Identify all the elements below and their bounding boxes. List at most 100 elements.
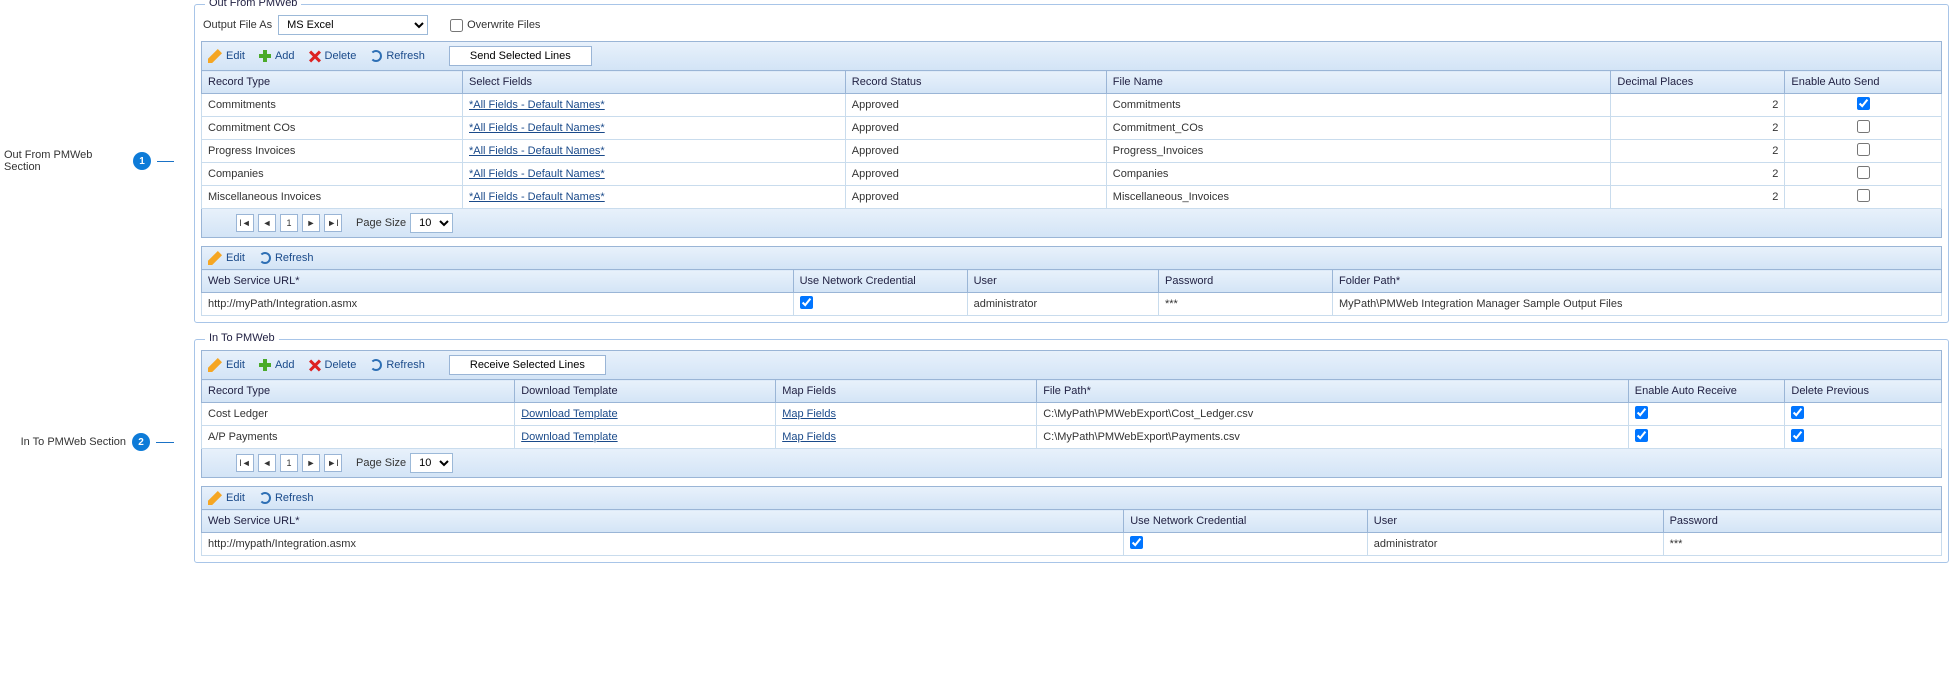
- column-header[interactable]: Download Template: [515, 380, 776, 403]
- out-legend: Out From PMWeb: [205, 0, 301, 9]
- delete-previous-cell: [1785, 426, 1942, 449]
- record-type-cell: Commitment COs: [202, 117, 463, 140]
- auto-send-checkbox[interactable]: [1857, 120, 1870, 133]
- svc-pwd-cell: ***: [1663, 533, 1941, 556]
- delete-button[interactable]: Delete: [309, 50, 357, 62]
- file-name-cell: Companies: [1106, 163, 1611, 186]
- table-row[interactable]: Miscellaneous Invoices*All Fields - Defa…: [202, 186, 1942, 209]
- column-header[interactable]: Password: [1158, 270, 1332, 293]
- refresh-button[interactable]: Refresh: [259, 492, 314, 504]
- table-row[interactable]: Companies*All Fields - Default Names*App…: [202, 163, 1942, 186]
- table-row[interactable]: Commitments *All Fields - Default Names* A…: [202, 94, 1942, 117]
- table-row[interactable]: Cost LedgerDownload TemplateMap FieldsC:…: [202, 403, 1942, 426]
- auto-send-checkbox[interactable]: [1857, 97, 1870, 110]
- record-type-cell: Commitments: [202, 94, 463, 117]
- column-header[interactable]: Record Type: [202, 71, 463, 94]
- auto-send-checkbox[interactable]: [1857, 143, 1870, 156]
- use-network-checkbox[interactable]: [1130, 536, 1143, 549]
- receive-selected-lines-button[interactable]: Receive Selected Lines: [449, 355, 606, 375]
- refresh-button[interactable]: Refresh: [370, 359, 425, 371]
- refresh-button[interactable]: Refresh: [259, 252, 314, 264]
- delete-previous-checkbox[interactable]: [1791, 429, 1804, 442]
- pager-next[interactable]: ►: [302, 454, 320, 472]
- auto-receive-cell: [1628, 426, 1785, 449]
- delete-button[interactable]: Delete: [309, 359, 357, 371]
- column-header[interactable]: File Path*: [1037, 380, 1629, 403]
- svc-user-cell: administrator: [1367, 533, 1663, 556]
- delete-previous-checkbox[interactable]: [1791, 406, 1804, 419]
- in-grid: Record TypeDownload TemplateMap FieldsFi…: [201, 379, 1942, 449]
- send-selected-lines-button[interactable]: Send Selected Lines: [449, 46, 592, 66]
- table-row[interactable]: Commitment COs *All Fields - Default Name…: [202, 117, 1942, 140]
- column-header[interactable]: Enable Auto Receive: [1628, 380, 1785, 403]
- table-row[interactable]: Progress Invoices*All Fields - Default N…: [202, 140, 1942, 163]
- edit-button[interactable]: Edit: [208, 358, 245, 372]
- callout-out: Out From PMWeb Section 1: [4, 149, 174, 173]
- pager-last[interactable]: ►I: [324, 214, 342, 232]
- page-size-select[interactable]: 10: [410, 453, 453, 473]
- pager-page[interactable]: 1: [280, 454, 298, 472]
- column-header[interactable]: Record Type: [202, 380, 515, 403]
- auto-send-checkbox[interactable]: [1857, 189, 1870, 202]
- edit-button[interactable]: Edit: [208, 251, 245, 265]
- output-file-as-select[interactable]: MS Excel: [278, 15, 428, 35]
- refresh-icon: [370, 50, 382, 62]
- column-header[interactable]: Delete Previous: [1785, 380, 1942, 403]
- svc-url-cell: http://myPath/Integration.asmx: [202, 293, 794, 316]
- svc-folder-cell: MyPath\PMWeb Integration Manager Sample …: [1332, 293, 1941, 316]
- edit-button[interactable]: Edit: [208, 491, 245, 505]
- select-fields-link[interactable]: *All Fields - Default Names*: [469, 122, 605, 134]
- pager-prev[interactable]: ◄: [258, 454, 276, 472]
- column-header[interactable]: File Name: [1106, 71, 1611, 94]
- download-template-link[interactable]: Download Template: [521, 408, 617, 420]
- select-fields-link[interactable]: *All Fields - Default Names*: [469, 191, 605, 203]
- download-template-link[interactable]: Download Template: [521, 431, 617, 443]
- use-network-checkbox[interactable]: [800, 296, 813, 309]
- page-size-select[interactable]: 10: [410, 213, 453, 233]
- record-status-cell: Approved: [845, 186, 1106, 209]
- map-fields-link[interactable]: Map Fields: [782, 408, 836, 420]
- select-fields-cell: *All Fields - Default Names*: [463, 94, 846, 117]
- select-fields-link[interactable]: *All Fields - Default Names*: [469, 168, 605, 180]
- column-header[interactable]: Password: [1663, 510, 1941, 533]
- pager-last[interactable]: ►I: [324, 454, 342, 472]
- pager-first[interactable]: I◄: [236, 454, 254, 472]
- column-header[interactable]: Use Network Credential: [1124, 510, 1368, 533]
- column-header[interactable]: Select Fields: [463, 71, 846, 94]
- map-fields-cell: Map Fields: [776, 403, 1037, 426]
- auto-send-checkbox[interactable]: [1857, 166, 1870, 179]
- select-fields-link[interactable]: *All Fields - Default Names*: [469, 99, 605, 111]
- download-template-cell: Download Template: [515, 426, 776, 449]
- auto-receive-checkbox[interactable]: [1635, 406, 1648, 419]
- edit-icon: [208, 49, 222, 63]
- column-header[interactable]: Enable Auto Send: [1785, 71, 1942, 94]
- add-button[interactable]: Add: [259, 50, 295, 62]
- record-status-cell: Approved: [845, 94, 1106, 117]
- column-header[interactable]: User: [967, 270, 1158, 293]
- edit-button[interactable]: Edit: [208, 49, 245, 63]
- select-fields-link[interactable]: *All Fields - Default Names*: [469, 145, 605, 157]
- add-button[interactable]: Add: [259, 359, 295, 371]
- map-fields-cell: Map Fields: [776, 426, 1037, 449]
- column-header[interactable]: Web Service URL*: [202, 270, 794, 293]
- auto-receive-checkbox[interactable]: [1635, 429, 1648, 442]
- refresh-button[interactable]: Refresh: [370, 50, 425, 62]
- pager-page[interactable]: 1: [280, 214, 298, 232]
- pager-prev[interactable]: ◄: [258, 214, 276, 232]
- pager-next[interactable]: ►: [302, 214, 320, 232]
- column-header[interactable]: Folder Path*: [1332, 270, 1941, 293]
- overwrite-files-checkbox[interactable]: [450, 19, 463, 32]
- select-fields-cell: *All Fields - Default Names*: [463, 117, 846, 140]
- record-type-cell: Companies: [202, 163, 463, 186]
- column-header[interactable]: Record Status: [845, 71, 1106, 94]
- column-header[interactable]: User: [1367, 510, 1663, 533]
- column-header[interactable]: Web Service URL*: [202, 510, 1124, 533]
- decimal-places-cell: 2: [1611, 140, 1785, 163]
- pager-first[interactable]: I◄: [236, 214, 254, 232]
- auto-send-cell: [1785, 94, 1942, 117]
- map-fields-link[interactable]: Map Fields: [782, 431, 836, 443]
- table-row[interactable]: A/P PaymentsDownload TemplateMap FieldsC…: [202, 426, 1942, 449]
- column-header[interactable]: Map Fields: [776, 380, 1037, 403]
- column-header[interactable]: Use Network Credential: [793, 270, 967, 293]
- column-header[interactable]: Decimal Places: [1611, 71, 1785, 94]
